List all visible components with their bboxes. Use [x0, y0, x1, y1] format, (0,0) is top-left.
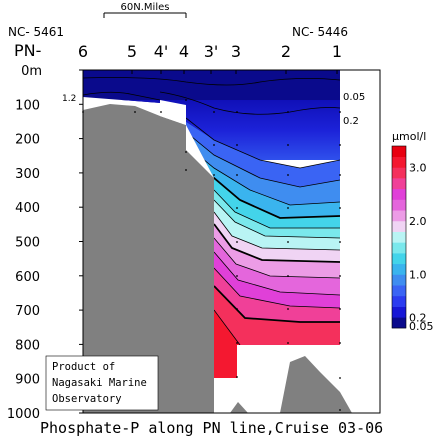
colorbar-swatch	[392, 285, 406, 297]
station-label: 3	[231, 42, 241, 61]
colorbar-swatch	[392, 317, 406, 329]
colorbar-swatch	[392, 188, 406, 200]
station-label: 4	[179, 42, 189, 61]
colorbar-tick-label: 0.2	[409, 311, 427, 324]
colorbar-swatch	[392, 220, 406, 232]
seafloor-right	[280, 356, 352, 413]
credit-box: Product of Nagasaki Marine Observatory	[45, 355, 159, 411]
colorbar-frame	[391, 145, 407, 329]
y-tick-label: 200	[15, 133, 40, 148]
colorbar-swatch	[392, 156, 406, 168]
band-3-0	[214, 310, 240, 378]
colorbar-tick-label: 3.0	[409, 161, 427, 174]
colorbar-swatch	[392, 210, 406, 222]
contour-label-1-2: 1.2	[62, 94, 76, 104]
colorbar-swatch	[392, 178, 406, 190]
colorbar-swatch	[392, 263, 406, 275]
colorbar-unit: μmol/l	[392, 130, 426, 143]
y-tick-label: 400	[15, 201, 40, 216]
station-label: 6	[78, 42, 88, 61]
station-labels: 6 5 4' 4 3' 3 2 1	[78, 42, 342, 61]
colorbar-swatch	[392, 242, 406, 254]
scale-bar: 60N.Miles	[103, 2, 187, 18]
y-tick-label: 700	[15, 304, 40, 319]
colorbar-swatch	[392, 253, 406, 265]
colorbar: μmol/l 3.0 2.0 1.0 0.20.05	[391, 130, 434, 333]
colorbar-ticks: 3.0 2.0 1.0 0.20.05	[409, 161, 434, 333]
scale-bar-label: 60N.Miles	[121, 2, 170, 13]
station-label: 2	[281, 42, 291, 61]
left-station-id: NC- 5461	[8, 25, 64, 39]
y-tick-label: 800	[15, 338, 40, 353]
colorbar-swatch	[392, 167, 406, 179]
colorbar-tick-label: 0.05	[409, 320, 434, 333]
colorbar-swatch	[392, 274, 406, 286]
colorbar-swatch	[392, 199, 406, 211]
colorbar-swatch	[392, 306, 406, 318]
y-tick-label: 500	[15, 236, 40, 251]
contour-label-0-05: 0.05	[343, 92, 365, 103]
y-tick-label: 1000	[7, 407, 40, 422]
station-label: 5	[127, 42, 137, 61]
colorbar-swatch	[392, 295, 406, 307]
y-axis: 0m 100 200 300 400 500 600 700 800 900 1000	[7, 64, 83, 422]
y-tick-label: 0m	[21, 64, 42, 79]
colorbar-tick-label: 2.0	[409, 215, 427, 228]
y-tick-label: 600	[15, 270, 40, 285]
section-plot: 1.2 0.05 0.2	[60, 69, 381, 414]
chart-title: Phosphate-P along PN line,Cruise 03-06	[40, 419, 383, 437]
seafloor-left	[83, 104, 214, 413]
credit-line-3: Observatory	[52, 393, 122, 405]
y-tick-label: 900	[15, 373, 40, 388]
data-gap	[160, 100, 214, 178]
colorbar-swatches	[391, 145, 407, 329]
sample-points	[82, 99, 341, 411]
right-station-id: NC- 5446	[292, 25, 348, 39]
colorbar-swatch	[392, 146, 406, 158]
station-label: 3'	[204, 42, 219, 61]
y-tick-label: 300	[15, 167, 40, 182]
credit-line-1: Product of	[52, 361, 115, 373]
contour-lines	[83, 77, 340, 346]
station-label: 4'	[154, 42, 169, 61]
colorbar-swatch	[392, 231, 406, 243]
station-label: 1	[332, 42, 342, 61]
contour-label-0-2: 0.2	[343, 116, 359, 127]
line-label: PN-	[14, 41, 41, 60]
y-tick-label: 100	[15, 98, 40, 113]
seafloor-mid	[230, 402, 248, 413]
credit-line-2: Nagasaki Marine	[52, 377, 147, 389]
colorbar-tick-label: 1.0	[409, 268, 427, 281]
